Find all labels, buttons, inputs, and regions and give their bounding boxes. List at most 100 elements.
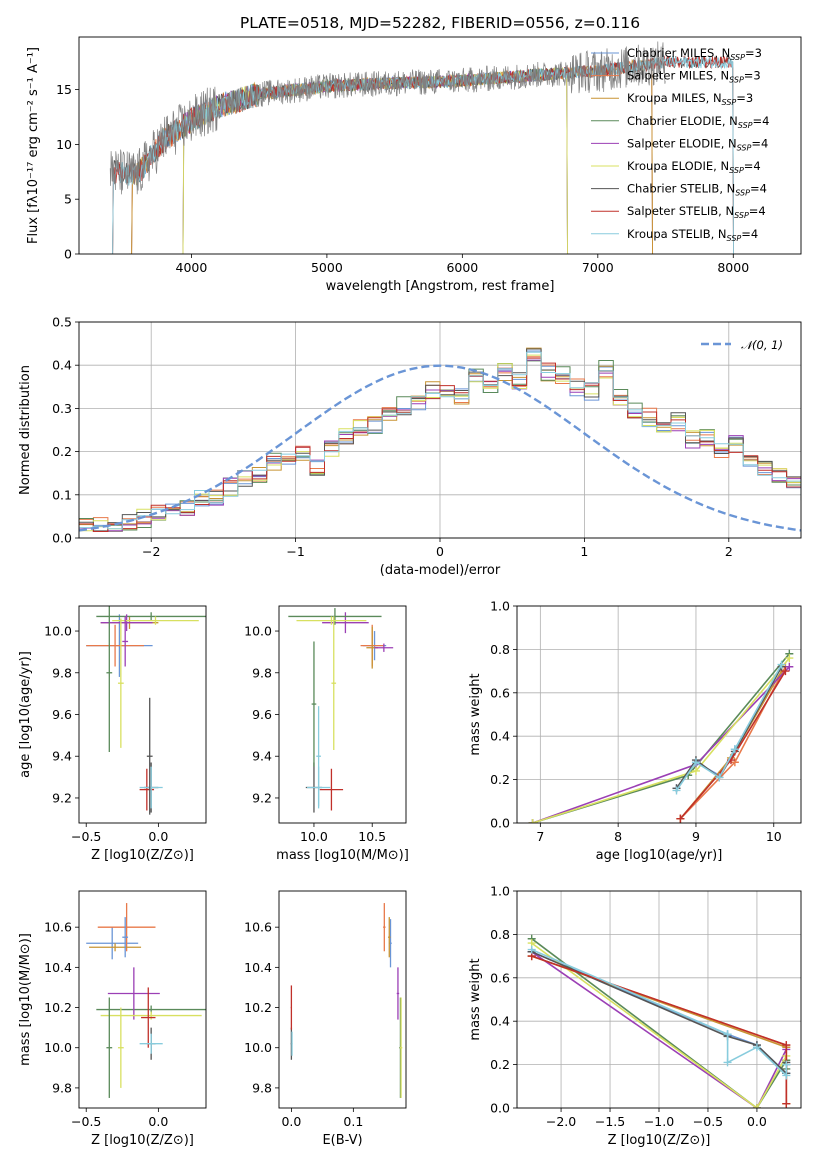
- mass-weight-marker: [752, 1104, 761, 1108]
- mass-weight-marker: [676, 814, 685, 823]
- panel-mass_vs_ebv: 0.0 0.1 9.8 10.0 10.2 10.4 10.6 E(B-V): [244, 890, 407, 1148]
- x-tick-label: −0.5: [71, 829, 101, 844]
- legend-entry: Kroupa STELIB, NSSP=4: [627, 227, 758, 243]
- y-tick-label: 10.0: [44, 1040, 72, 1055]
- y-tick-label: 9.4: [52, 749, 72, 764]
- y-axis-label: Flux [fλ10⁻¹⁷ erg cm⁻² s⁻¹ A⁻¹]: [26, 47, 41, 244]
- panel-massweight_vs_age: 7 8 9 10 0.0 0.2 0.4 0.6 0.8 1.0 age [log10(age/yr…: [468, 599, 802, 863]
- y-axis-label: mass weight: [468, 673, 483, 755]
- x-axis-label: wavelength [Angstrom, rest frame]: [326, 279, 555, 294]
- x-tick-label: −0.5: [693, 1114, 723, 1129]
- y-tick-label: 1.0: [490, 884, 510, 899]
- mass-weight-marker: [730, 745, 739, 754]
- mass-weight-marker: [691, 758, 700, 767]
- panel-massweight_vs_Z: −2.0 −1.5 −1.0 −0.5 0.0 0.0 0.2 0.4 0.6 0.8 1.0 Z […: [468, 884, 802, 1148]
- legend-entry: Kroupa MILES, NSSP=3: [627, 91, 753, 107]
- y-tick-label: 0.1: [52, 487, 72, 502]
- mass-weight-marker: [723, 1030, 732, 1039]
- y-tick-label: 10.6: [244, 920, 272, 935]
- panel-spectrum: 4000 5000 6000 7000 8000 0 5 10 15 Chabrier MILES…: [26, 36, 802, 294]
- legend-entry: Chabrier MILES, NSSP=3: [627, 46, 762, 62]
- x-tick-label: 2: [725, 544, 733, 559]
- x-tick-label: −0.5: [71, 1114, 101, 1129]
- mass-weight-marker: [785, 662, 794, 671]
- y-tick-label: 0.4: [490, 1014, 510, 1029]
- x-axis-label: Z [log10(Z/Z⊙)]: [91, 848, 194, 863]
- x-tick-label: −1: [286, 544, 304, 559]
- y-tick-label: 0.5: [52, 315, 72, 330]
- x-axis-label: (data-model)/error: [380, 563, 501, 578]
- mass-weight-marker: [781, 667, 790, 676]
- x-tick-label: 0.0: [747, 1114, 767, 1129]
- mass-weight-line: [531, 942, 787, 1108]
- x-tick-label: 5000: [311, 260, 343, 275]
- y-tick-label: 15: [56, 82, 72, 97]
- mass-weight-marker: [691, 766, 700, 775]
- plot-area: [86, 903, 206, 1098]
- mass-weight-marker: [752, 1043, 761, 1052]
- y-tick-label: 10.2: [244, 1000, 272, 1015]
- x-tick-label: 1: [580, 544, 588, 559]
- x-axis-label: E(B-V): [322, 1133, 362, 1148]
- axes-frame: [78, 321, 802, 539]
- axes-frame: [278, 605, 407, 824]
- histogram-series: [79, 357, 801, 538]
- mass-weight-marker: [782, 1071, 791, 1080]
- panel-residuals: −2 −1 0 1 2 0.0 0.1 0.2 0.3 0.4 0.5 𝒩(0, 1) (data-mo…: [18, 315, 802, 578]
- y-tick-label: 9.8: [52, 1080, 72, 1095]
- x-tick-label: 7000: [582, 260, 614, 275]
- x-tick-label: 0: [436, 544, 444, 559]
- plot-area: [109, 41, 736, 254]
- mass-weight-line: [532, 653, 790, 823]
- mass-weight-marker: [782, 1060, 791, 1069]
- y-tick-label: 0.6: [490, 970, 510, 985]
- y-tick-label: 9.4: [252, 749, 272, 764]
- y-tick-label: 0.3: [52, 401, 72, 416]
- x-tick-label: 6000: [446, 260, 478, 275]
- legend-entry: Salpeter MILES, NSSP=3: [627, 69, 761, 85]
- mass-weight-line: [532, 666, 790, 823]
- mass-weight-marker: [782, 1099, 791, 1108]
- legend-entry: Kroupa ELODIE, NSSP=4: [627, 159, 761, 175]
- mass-weight-line: [532, 657, 790, 823]
- y-tick-label: 1.0: [490, 599, 510, 614]
- normal-reference-curve: [79, 364, 801, 532]
- y-axis-label: mass weight: [468, 958, 483, 1040]
- y-tick-label: 9.8: [252, 665, 272, 680]
- plot-area: [79, 347, 801, 538]
- histogram-series: [79, 354, 801, 538]
- mass-weight-marker: [715, 773, 724, 782]
- legend-entry: Chabrier STELIB, NSSP=4: [627, 182, 767, 198]
- y-tick-label: 10.4: [44, 960, 72, 975]
- panel-age_vs_mass: 10.0 10.5 9.2 9.4 9.6 9.8 10.0 mass [log10(M/M⊙…: [244, 605, 409, 863]
- mass-weight-line: [531, 951, 788, 1108]
- y-tick-label: 9.2: [252, 790, 272, 805]
- plot-area: [527, 934, 791, 1108]
- mass-weight-marker: [672, 786, 681, 795]
- legend-entry: 𝒩(0, 1): [741, 338, 783, 352]
- plot-area: [290, 903, 403, 1098]
- x-tick-label: 0.0: [148, 1114, 168, 1129]
- x-tick-label: 10: [766, 829, 782, 844]
- y-tick-label: 0.4: [490, 729, 510, 744]
- axes-frame: [78, 890, 207, 1109]
- axes-frame: [78, 36, 802, 255]
- y-tick-label: 0.4: [52, 358, 72, 373]
- y-tick-label: 0.6: [490, 685, 510, 700]
- mass-weight-marker: [782, 1041, 791, 1050]
- x-axis-label: Z [log10(Z/Z⊙)]: [91, 1133, 194, 1148]
- y-tick-label: 9.6: [52, 707, 72, 722]
- y-tick-label: 0.2: [490, 772, 510, 787]
- mass-weight-marker: [527, 945, 536, 954]
- plot-area: [528, 649, 794, 823]
- legend-entry: Salpeter ELODIE, NSSP=4: [627, 136, 768, 152]
- x-tick-label: 8: [614, 829, 622, 844]
- y-tick-label: 0.2: [490, 1057, 510, 1072]
- histogram-series: [79, 356, 801, 538]
- x-tick-label: 0.0: [281, 1114, 301, 1129]
- y-tick-label: 0.2: [52, 444, 72, 459]
- y-tick-label: 10: [56, 137, 72, 152]
- y-tick-label: 0.8: [490, 642, 510, 657]
- x-tick-label: 10.0: [300, 829, 328, 844]
- x-tick-label: 0.1: [343, 1114, 363, 1129]
